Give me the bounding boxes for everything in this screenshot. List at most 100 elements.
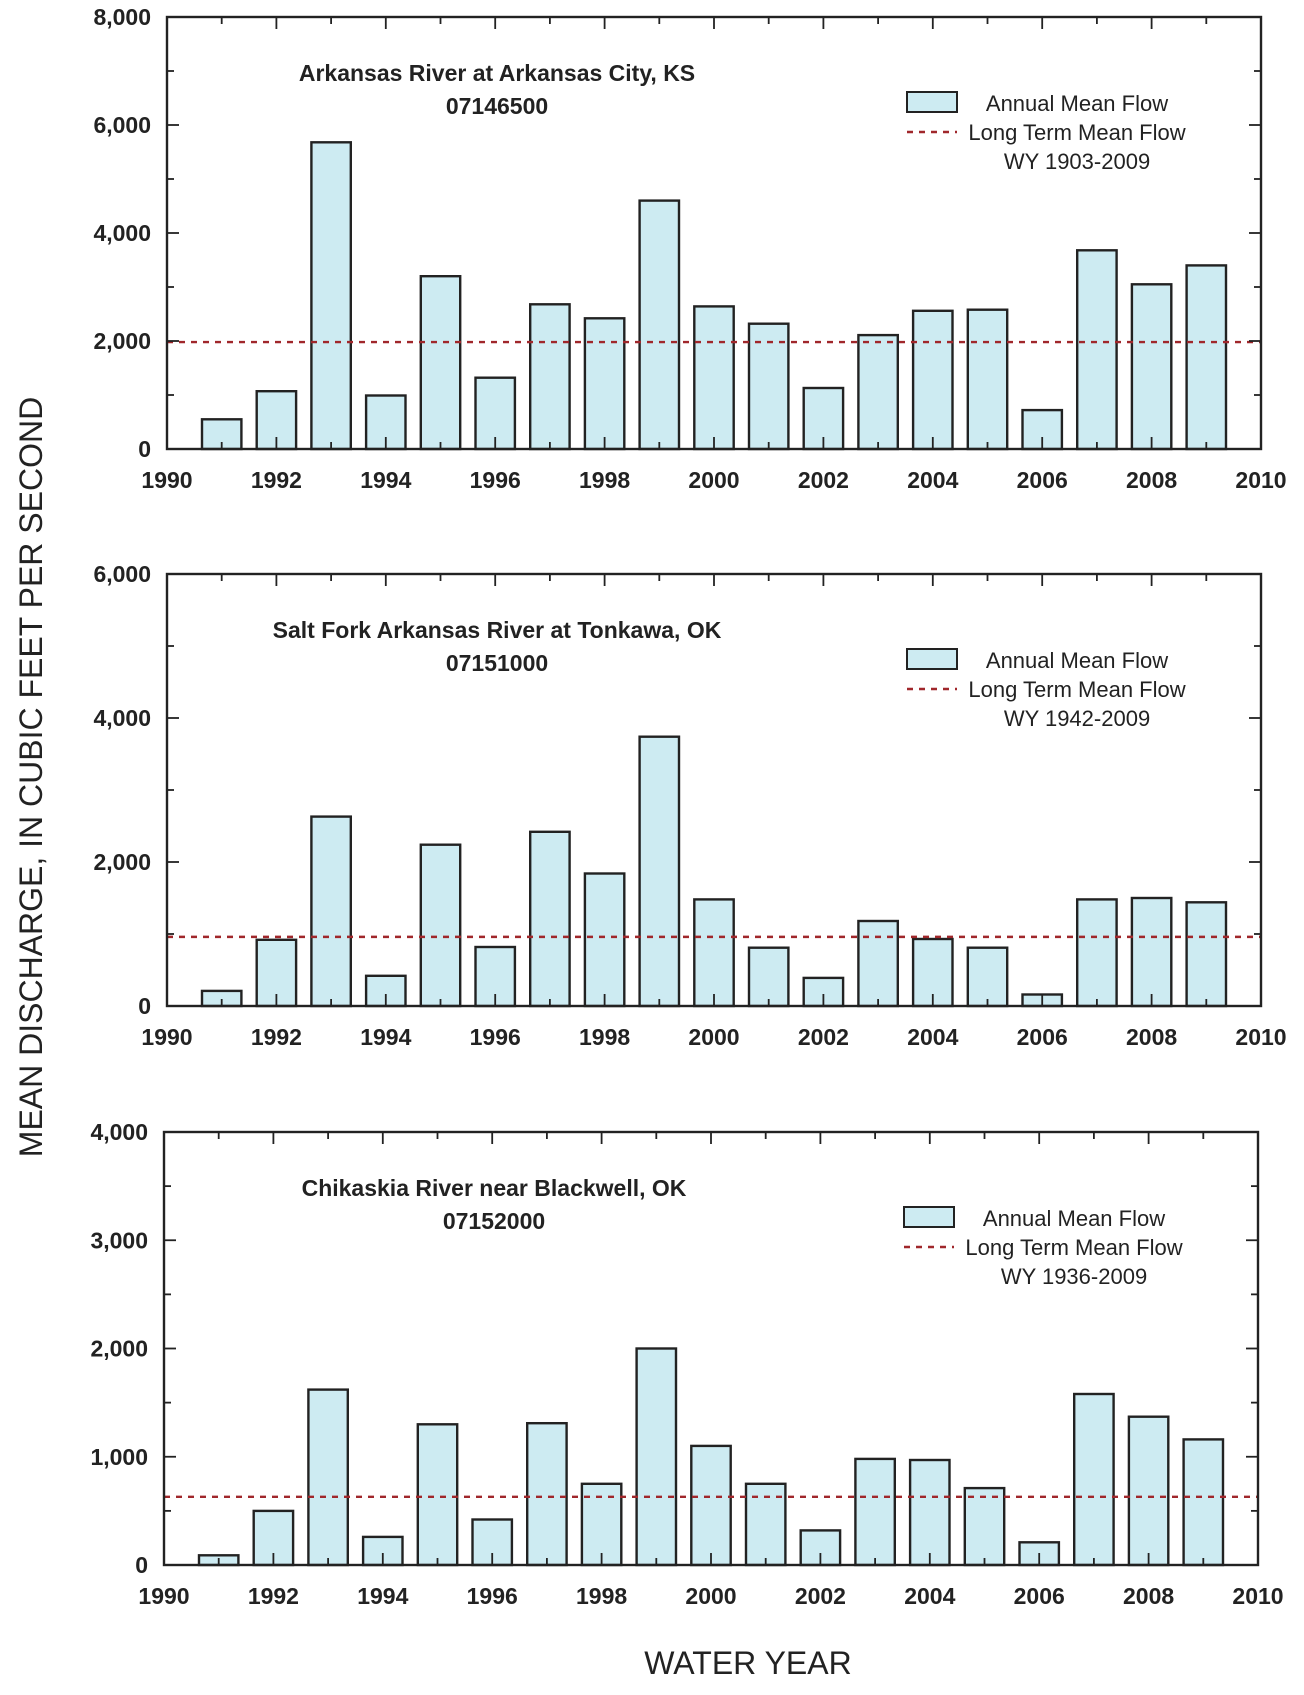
legend-label-period: WY 1903-2009	[1004, 149, 1150, 174]
legend-label-annual: Annual Mean Flow	[986, 91, 1168, 116]
x-tick-label: 2000	[688, 467, 739, 493]
bar-2003	[857, 333, 900, 451]
y-tick-label: 4,000	[93, 705, 151, 731]
x-tick-label: 1992	[251, 1024, 302, 1050]
x-tick-label: 2008	[1126, 1024, 1177, 1050]
x-tick-label: 1994	[360, 1024, 411, 1050]
bar-1998	[583, 872, 626, 1008]
bar-2000	[693, 305, 735, 451]
y-tick-label: 8,000	[93, 4, 151, 30]
x-tick-label: 2006	[1014, 1583, 1065, 1609]
bar-1995	[419, 843, 462, 1008]
x-tick-label: 2002	[798, 467, 849, 493]
y-tick-label: 6,000	[93, 112, 151, 138]
bar-2007	[1075, 898, 1118, 1008]
legend-label-longterm: Long Term Mean Flow	[968, 677, 1185, 702]
y-tick-label: 6,000	[93, 561, 151, 587]
legend: Annual Mean Flow Long Term Mean Flow WY 19…	[903, 1206, 1183, 1289]
bar-2008	[1127, 1415, 1170, 1567]
bar-2004	[911, 309, 954, 451]
y-tick-label: 1,000	[90, 1444, 148, 1470]
x-tick-label: 2010	[1232, 1583, 1283, 1609]
bar-2009	[1182, 1438, 1225, 1567]
x-tick-label: 1996	[470, 1024, 521, 1050]
legend-bar-swatch	[906, 91, 958, 113]
x-tick-label: 2004	[907, 1024, 958, 1050]
legend-label-longterm: Long Term Mean Flow	[965, 1235, 1182, 1260]
bar-2005	[963, 1486, 1006, 1567]
legend-label-annual: Annual Mean Flow	[986, 648, 1168, 673]
x-tick-label: 1990	[138, 1583, 189, 1609]
bar-2008	[1130, 283, 1173, 451]
bar-2007	[1075, 249, 1118, 451]
bar-2005	[966, 946, 1009, 1008]
chart-title: Arkansas River at Arkansas City, KS	[299, 60, 695, 86]
x-tick-label: 1998	[579, 1024, 630, 1050]
y-tick-label: 0	[135, 1552, 148, 1578]
bar-1995	[416, 1423, 459, 1567]
x-tick-label: 1990	[141, 467, 192, 493]
x-tick-label: 1998	[579, 467, 630, 493]
bar-1999	[635, 1347, 678, 1567]
x-tick-label: 2010	[1235, 1024, 1286, 1050]
x-tick-label: 1992	[248, 1583, 299, 1609]
bar-1997	[529, 303, 571, 451]
x-tick-label: 1994	[357, 1583, 408, 1609]
x-tick-label: 2000	[688, 1024, 739, 1050]
y-axis-label: MEAN DISCHARGE, IN CUBIC FEET PER SECOND	[13, 397, 49, 1157]
x-tick-label: 2008	[1126, 467, 1177, 493]
x-tick-label: 2004	[907, 467, 958, 493]
x-tick-label: 1996	[467, 1583, 518, 1609]
bar-2009	[1185, 264, 1228, 451]
station-number: 07146500	[446, 93, 548, 119]
bar-2009	[1185, 901, 1228, 1008]
x-tick-label: 2002	[795, 1583, 846, 1609]
bar-1993	[310, 141, 352, 451]
bar-1993	[310, 815, 352, 1008]
bar-1997	[529, 830, 571, 1008]
bar-2005	[966, 308, 1009, 451]
bar-1993	[307, 1388, 349, 1567]
bar-2008	[1130, 896, 1173, 1008]
x-tick-label: 1994	[360, 467, 411, 493]
chart-title: Salt Fork Arkansas River at Tonkawa, OK	[273, 617, 722, 643]
y-tick-label: 0	[138, 993, 151, 1019]
bar-2004	[908, 1458, 951, 1567]
x-tick-label: 2006	[1017, 1024, 1068, 1050]
y-tick-label: 4,000	[90, 1119, 148, 1145]
x-tick-label: 2010	[1235, 467, 1286, 493]
bar-2007	[1072, 1392, 1115, 1567]
chart-title: Chikaskia River near Blackwell, OK	[302, 1175, 687, 1201]
x-tick-label: 2002	[798, 1024, 849, 1050]
y-tick-label: 3,000	[90, 1227, 148, 1253]
bar-1999	[638, 199, 681, 451]
chart-panel-2: 1990 1992 1994 1996 1998 2000 2002 2004 2006 2008…	[93, 561, 1286, 1050]
x-tick-label: 1990	[141, 1024, 192, 1050]
y-tick-label: 4,000	[93, 220, 151, 246]
bar-1998	[583, 317, 626, 451]
legend: Annual Mean Flow Long Term Mean Flow WY 19…	[906, 91, 1186, 174]
legend-label-annual: Annual Mean Flow	[983, 1206, 1165, 1231]
x-axis-label: WATER YEAR	[644, 1645, 851, 1681]
y-tick-label: 2,000	[93, 849, 151, 875]
x-tick-label: 2000	[685, 1583, 736, 1609]
bar-2000	[690, 1444, 732, 1567]
x-tick-label: 2004	[904, 1583, 955, 1609]
bar-2003	[857, 919, 900, 1008]
legend-label-longterm: Long Term Mean Flow	[968, 120, 1185, 145]
y-tick-label: 2,000	[90, 1336, 148, 1362]
x-tick-label: 1992	[251, 467, 302, 493]
y-tick-label: 2,000	[93, 328, 151, 354]
chart-panel-3: 1990 1992 1994 1996 1998 2000 2002 2004 2006 2008…	[90, 1119, 1283, 1609]
x-tick-label: 2008	[1123, 1583, 1174, 1609]
bar-2000	[693, 898, 735, 1008]
x-tick-label: 1996	[470, 467, 521, 493]
bar-2001	[747, 946, 790, 1008]
x-tick-label: 1998	[576, 1583, 627, 1609]
bar-1997	[526, 1421, 568, 1567]
legend-bar-swatch	[903, 1206, 955, 1228]
y-tick-label: 0	[138, 436, 151, 462]
chart-panel-1: 1990 1992 1994 1996 1998 2000 2002 2004 2006 2008…	[93, 4, 1286, 493]
x-tick-label: 2006	[1017, 467, 1068, 493]
